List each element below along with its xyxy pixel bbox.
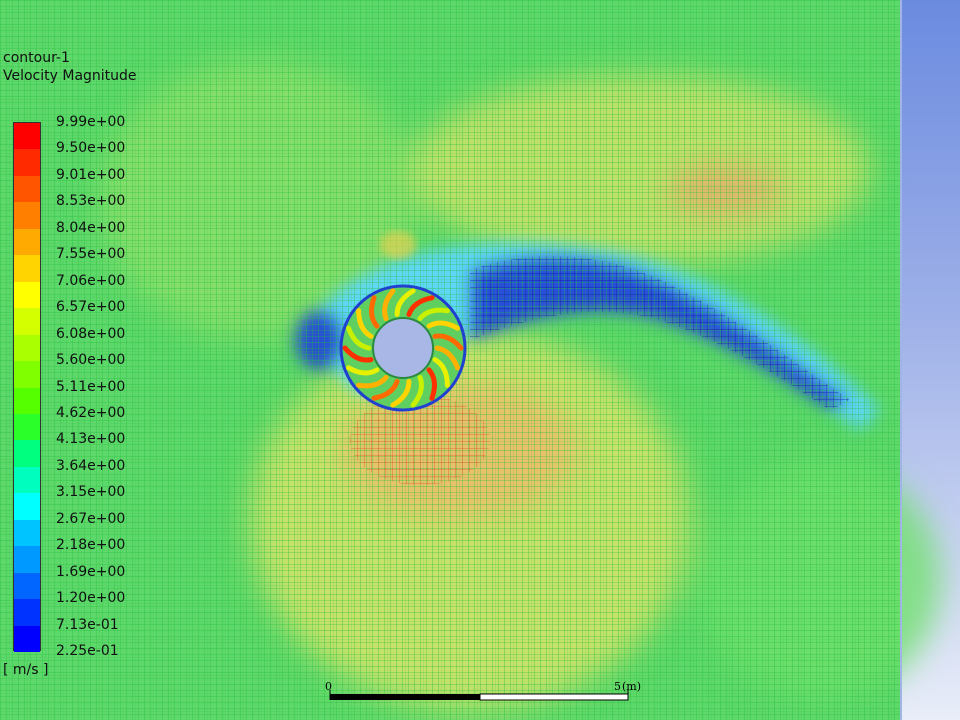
colorbar-tick-label: 2.25e-01 (56, 643, 119, 659)
colorbar-band (14, 202, 40, 230)
colorbar-band (14, 519, 40, 547)
rotor-blade (432, 333, 464, 351)
colorbar-tick-label: 4.62e+00 (56, 404, 126, 421)
colorbar-tick-label: 6.08e+00 (56, 325, 126, 342)
colorbar-band (14, 625, 40, 653)
turbine-rotor (339, 284, 467, 412)
rotor-blade (417, 307, 450, 322)
colorbar-tick-label: 9.01e+00 (56, 166, 126, 183)
rotor-blade (382, 288, 396, 322)
scale-bar-unit-label: (m) (622, 680, 642, 693)
rotor-blade (410, 374, 424, 408)
colorbar-band (14, 387, 40, 415)
domain-right-edge (900, 0, 902, 720)
colorbar-band (14, 361, 40, 388)
colorbar-band (14, 123, 40, 150)
colorbar-band (14, 149, 40, 177)
rotor-blade (390, 378, 412, 408)
legend-name: contour-1 (3, 50, 70, 66)
colorbar-tick-label: 3.15e+00 (56, 484, 126, 501)
colorbar-band (14, 466, 40, 494)
colorbar-band (14, 308, 40, 336)
flow-domain (0, 0, 940, 720)
scale-bar-black (330, 694, 480, 700)
rotor-blade (369, 295, 380, 329)
legend-quantity: Velocity Magnitude (3, 68, 137, 84)
colorbar-tick-label: 7.06e+00 (56, 272, 126, 289)
colorbar-tick-label: 1.69e+00 (56, 563, 126, 580)
colorbar-band (14, 493, 40, 521)
colorbar-band (14, 228, 40, 256)
scale-bar-start-label: 0 (325, 680, 332, 693)
rotor-blade (406, 295, 435, 318)
colorbar-tick-label: 2.18e+00 (56, 537, 126, 554)
rotor-hub (372, 317, 434, 379)
colorbar-band (14, 413, 40, 441)
colorbar-band (14, 599, 40, 627)
colorbar-tick-label: 2.67e+00 (56, 510, 126, 527)
rotor-blade (426, 320, 461, 331)
high-velocity-mesh-top (380, 231, 416, 259)
colorbar-band (14, 281, 40, 309)
colorbar-band (14, 255, 40, 283)
colorbar-tick-label: 8.53e+00 (56, 193, 126, 210)
colorbar-band (14, 572, 40, 600)
scale-bar-white (479, 693, 629, 701)
colorbar-tick-label: 6.57e+00 (56, 299, 126, 316)
rotor-blade (346, 325, 372, 351)
scale-bar (329, 690, 629, 701)
colorbar-tick-label: 5.60e+00 (56, 352, 126, 369)
colorbar-tick-label: 5.11e+00 (56, 378, 126, 395)
colorbar-band (14, 175, 40, 203)
colorbar-band (14, 440, 40, 468)
scale-bar-end-label: 5 (614, 680, 621, 693)
colorbar-band (14, 334, 40, 362)
rotor-blade (356, 374, 389, 389)
colorbar-tick-label: 9.99e+00 (56, 114, 126, 130)
rotor-blade (434, 345, 460, 371)
colorbar-tick-label: 7.13e-01 (56, 616, 119, 633)
colorbar-tick-label: 9.50e+00 (56, 140, 126, 157)
colorbar-tick-label: 4.13e+00 (56, 431, 126, 448)
rotor-blade (394, 288, 416, 318)
colorbar-band (14, 546, 40, 574)
colorbar-tick-label: 7.55e+00 (56, 246, 126, 263)
rotor-blade (432, 357, 450, 388)
rotor-blade (371, 378, 400, 401)
wake-mesh (470, 256, 850, 410)
rotor-blade (426, 367, 437, 401)
colorbar (13, 122, 41, 653)
colorbar-tick-label: 8.04e+00 (56, 219, 126, 236)
legend-unit: [ m/s ] (3, 662, 49, 678)
rotor-blade (356, 308, 374, 339)
high-velocity-mesh (350, 395, 490, 485)
rotor-blades (342, 288, 464, 408)
colorbar-tick-label: 3.64e+00 (56, 457, 126, 474)
rotor-blade (342, 345, 374, 363)
colorbar-tick-label: 1.20e+00 (56, 590, 126, 607)
rotor-blade (345, 365, 380, 376)
